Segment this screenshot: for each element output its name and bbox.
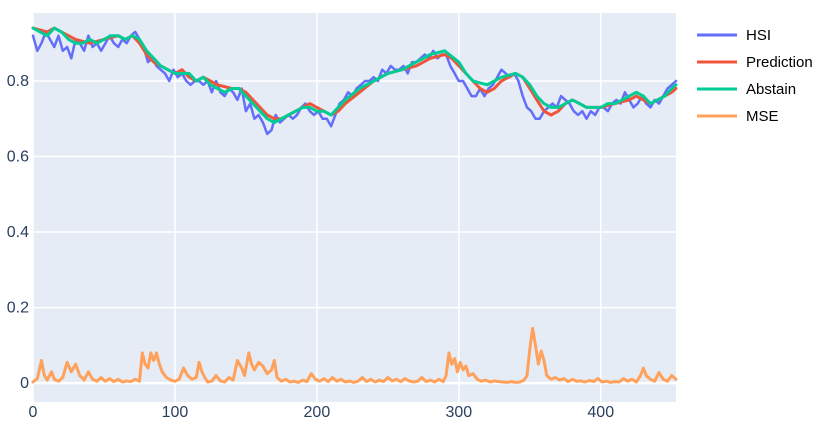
y-tick-label: 0 (20, 375, 29, 392)
x-tick-label: 300 (445, 404, 472, 421)
legend-label: MSE (746, 108, 779, 125)
x-tick-label: 0 (29, 404, 38, 421)
axis-ticks: 0 100 200 300 400 0 0.2 0.4 0.6 0.8 (7, 73, 614, 421)
y-tick-label: 0.8 (7, 73, 29, 90)
y-tick-label: 0.6 (7, 149, 29, 166)
series-line-abstain (31, 26, 678, 124)
legend-item-hsi[interactable]: HSI (697, 27, 771, 44)
x-tick-label: 200 (304, 404, 331, 421)
x-tick-label: 100 (162, 404, 189, 421)
series-layer (31, 26, 678, 384)
legend-label: Prediction (746, 54, 813, 71)
series-line-mse (31, 326, 678, 384)
y-tick-label: 0.2 (7, 300, 29, 317)
legend-label: HSI (746, 27, 771, 44)
x-tick-label: 400 (587, 404, 614, 421)
legend-item-abstain[interactable]: Abstain (697, 81, 796, 98)
legend-item-mse[interactable]: MSE (697, 108, 779, 125)
y-tick-label: 0.4 (7, 224, 29, 241)
legend-label: Abstain (746, 81, 796, 98)
legend-item-prediction[interactable]: Prediction (697, 54, 813, 71)
legend[interactable]: HSI Prediction Abstain MSE (697, 27, 813, 125)
plot-background (33, 13, 676, 402)
